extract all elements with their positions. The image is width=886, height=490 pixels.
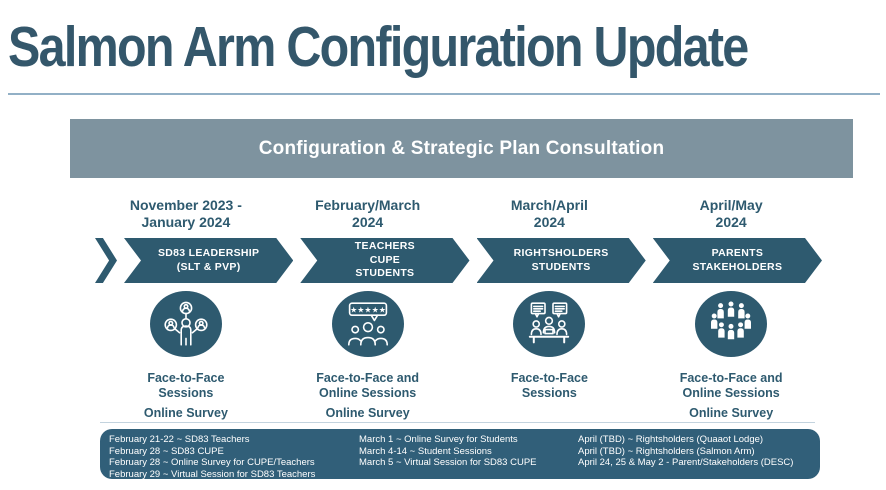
sessions-line1: Face-to-Face [510, 371, 588, 385]
chevron-lead-icon [95, 238, 117, 283]
banner-title: Configuration & Strategic Plan Consultat… [258, 137, 665, 159]
leadership-network-icon [149, 291, 222, 357]
online-survey-label [459, 406, 641, 421]
sessions-label: Face-to-Face and Online Sessions [640, 371, 822, 401]
sessions-line1: Face-to-Face [147, 371, 225, 385]
phase-date-line1: February/March [315, 197, 421, 213]
phase-date-line2: 2024 [352, 213, 384, 230]
schedule-box: February 21-22 ~ SD83 Teachers February … [100, 429, 820, 480]
phase-icon-wrap [459, 285, 641, 363]
consultation-banner: Configuration & Strategic Plan Consultat… [70, 119, 853, 178]
schedule-divider [100, 422, 815, 423]
audience-line: PARENTS [711, 246, 764, 259]
feedback-stars-icon: ★★★★★ [331, 291, 404, 357]
schedule-item: March 1 ~ Online Survey for Students [359, 434, 518, 445]
phase-date-line1: November 2023 - [129, 197, 242, 213]
timeline: November 2023 - January 2024 [95, 197, 822, 421]
sessions-line2: Online Sessions [682, 386, 780, 400]
sessions-label: Face-to-Face Sessions [95, 371, 277, 401]
title-divider [8, 93, 880, 95]
schedule-item: March 4-14 ~ Student Sessions [359, 445, 492, 457]
schedule-column-february: February 21-22 ~ SD83 Teachers February … [109, 434, 359, 480]
schedule-item: April 24, 25 & May 2 - Parent/Stakeholde… [578, 457, 794, 469]
timeline-phase-rightsholders: March/April 2024 [459, 197, 641, 421]
phase-icon-wrap: ★★★★★ [277, 285, 459, 363]
phase-date-line2: January 2024 [141, 213, 231, 230]
sessions-label: Face-to-Face Sessions [459, 371, 641, 401]
audience-line: TEACHERS [354, 239, 415, 252]
phase-date-line1: March/April [510, 197, 588, 213]
timeline-phase-parents: April/May 2024 [640, 197, 822, 421]
schedule-item: February 28 ~ SD83 CUPE [109, 445, 224, 457]
online-survey-label: Online Survey [325, 406, 410, 420]
phase-arrow-parents: PARENTS STAKEHOLDERS [653, 238, 822, 283]
svg-text:★★★★★: ★★★★★ [350, 305, 386, 314]
schedule-item: February 28 ~ Online Survey for CUPE/Tea… [109, 457, 315, 469]
sessions-label: Face-to-Face and Online Sessions [277, 371, 459, 401]
schedule-item: April (TBD) ~ Rightsholders (Quaaot Lodg… [578, 434, 764, 445]
audience-line: CUPE [369, 253, 401, 266]
phase-icon-wrap [640, 285, 822, 363]
audience-line: RIGHTSHOLDERS [513, 246, 609, 259]
schedule-item: February 29 ~ Virtual Session for SD83 T… [109, 468, 316, 480]
phase-icon-wrap [95, 285, 277, 363]
schedule-item: February 21-22 ~ SD83 Teachers [109, 434, 250, 445]
sessions-line1: Face-to-Face and [316, 371, 420, 385]
sessions-line1: Face-to-Face and [679, 371, 783, 385]
discussion-meeting-icon [513, 291, 586, 357]
phase-date: November 2023 - January 2024 [95, 197, 277, 238]
phase-arrow-rightsholders: RIGHTSHOLDERS STUDENTS [477, 238, 646, 283]
phase-date-line1: April/May [699, 197, 763, 213]
sessions-line2: Sessions [521, 386, 577, 400]
phase-date-line2: 2024 [533, 213, 565, 230]
phase-arrow-teachers: TEACHERS CUPE STUDENTS [300, 238, 469, 283]
phase-date-line2: 2024 [715, 213, 747, 230]
phase-date: March/April 2024 [459, 197, 641, 238]
timeline-phase-teachers: February/March 2024 ★★★★★ [277, 197, 459, 421]
timeline-arrows: SD83 LEADERSHIP (SLT & PVP) TEACHERS CUP… [95, 238, 822, 283]
audience-line: STUDENTS [355, 267, 415, 280]
online-survey-label: Online Survey [143, 406, 228, 420]
audience-line: STUDENTS [531, 260, 591, 273]
audience-line: SD83 LEADERSHIP [157, 246, 260, 259]
schedule-item: March 5 ~ Virtual Session for SD83 CUPE [359, 457, 537, 469]
phase-date: April/May 2024 [640, 197, 822, 238]
sessions-line2: Online Sessions [318, 386, 417, 400]
phase-date: February/March 2024 [277, 197, 459, 238]
schedule-item: April (TBD) ~ Rightsholders (Salmon Arm) [578, 445, 755, 457]
timeline-phase-leadership: November 2023 - January 2024 [95, 197, 277, 421]
phase-arrow-leadership: SD83 LEADERSHIP (SLT & PVP) [124, 238, 293, 283]
sessions-line2: Sessions [158, 386, 214, 400]
schedule-column-march: March 1 ~ Online Survey for Students Mar… [359, 434, 578, 479]
crowd-icon [695, 291, 768, 357]
online-survey-label: Online Survey [689, 406, 774, 420]
audience-line: STAKEHOLDERS [692, 260, 783, 273]
page-title: Salmon Arm Configuration Update [8, 15, 749, 79]
audience-line: (SLT & PVP) [176, 260, 241, 273]
schedule-column-april: April (TBD) ~ Rightsholders (Quaaot Lodg… [578, 434, 820, 479]
